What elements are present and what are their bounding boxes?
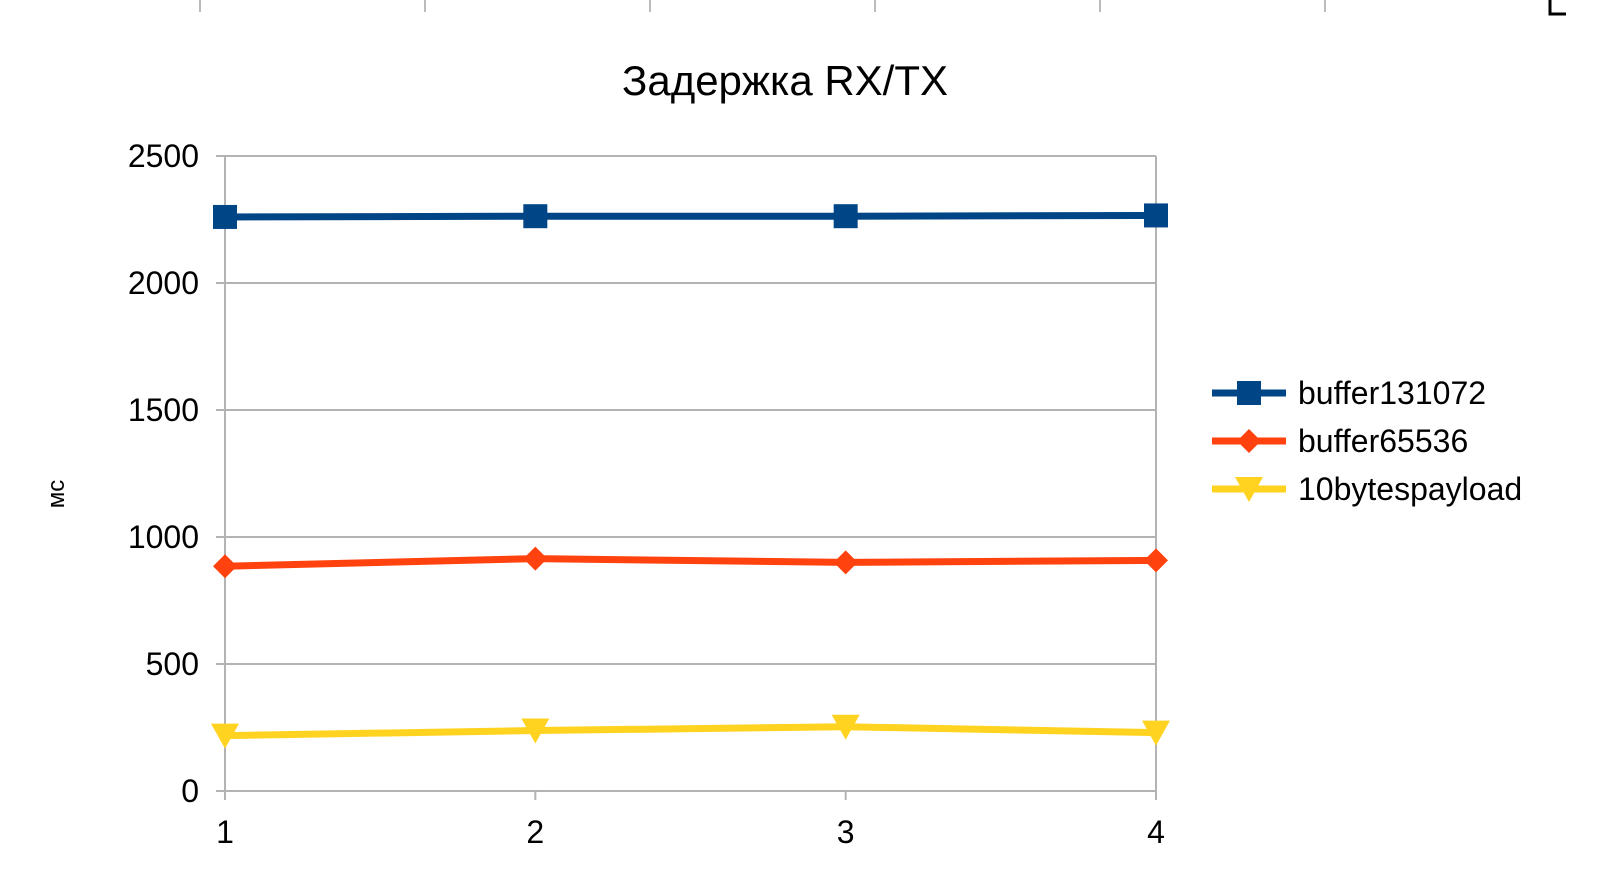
- data-point: [1144, 203, 1168, 228]
- legend-item: 10bytespayload: [1212, 471, 1522, 507]
- data-point: [833, 204, 858, 229]
- data-point: [213, 204, 237, 229]
- series-line: [221, 211, 1160, 221]
- y-tick-label: 1500: [128, 392, 199, 428]
- x-tick-label: 3: [837, 814, 855, 850]
- y-tick-label: 0: [181, 773, 199, 809]
- legend-label: buffer65536: [1298, 423, 1468, 459]
- legend-marker: [1237, 429, 1261, 453]
- data-point: [1144, 548, 1168, 573]
- series: [211, 203, 1170, 749]
- series-buffer65536: [213, 546, 1168, 579]
- series-10bytespayload: [211, 714, 1170, 749]
- series-buffer131072: [213, 203, 1168, 229]
- data-point: [521, 718, 550, 744]
- legend-item: buffer65536: [1212, 423, 1468, 459]
- y-axis-label: мс: [43, 480, 70, 509]
- y-tick-label: 2000: [128, 265, 199, 301]
- x-tick-label: 4: [1147, 814, 1165, 850]
- legend-label: buffer131072: [1298, 375, 1486, 411]
- legend-label: 10bytespayload: [1298, 471, 1522, 507]
- x-tick-label: 2: [526, 814, 544, 850]
- axes: [224, 156, 1157, 792]
- legend-marker: [1235, 477, 1263, 502]
- x-tick-label: 1: [216, 814, 234, 850]
- y-tick-label: 1000: [128, 519, 199, 555]
- legend-marker: [1237, 381, 1261, 405]
- x-axis: 1 2 3 4: [216, 791, 1165, 850]
- series-line: [221, 555, 1160, 570]
- series-line: [221, 723, 1160, 740]
- grid: [225, 155, 1156, 665]
- data-point: [831, 714, 860, 740]
- y-tick-label: 2500: [128, 138, 199, 174]
- sheet-ruler: [199, 0, 1566, 16]
- chart-title: Задержка RX/TX: [622, 57, 948, 104]
- legend: buffer131072 buffer65536 10bytespayload: [1212, 375, 1522, 507]
- legend-item: buffer131072: [1212, 375, 1486, 411]
- data-point: [1142, 720, 1170, 746]
- data-point: [523, 546, 548, 571]
- data-point: [523, 204, 548, 229]
- y-axis: 0 500 1000 1500 2000 2500: [128, 138, 225, 809]
- data-point: [211, 723, 239, 749]
- y-tick-label: 500: [146, 646, 199, 682]
- data-point: [833, 550, 858, 575]
- data-point: [213, 554, 237, 579]
